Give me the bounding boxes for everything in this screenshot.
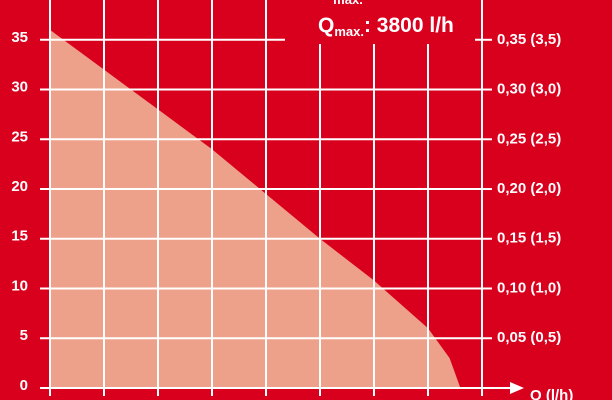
y2-tick-label: 0,10 (1,0): [497, 279, 561, 296]
title-text: : 3800 l/h: [364, 14, 454, 37]
title-symbol: H: [318, 0, 333, 5]
title-line: Qmax.: 3800 l/h: [318, 14, 454, 40]
y-tick-label: 15: [11, 228, 28, 245]
title-line: Hmax.: 36 m: [318, 0, 424, 7]
y-tick-label: 25: [11, 128, 28, 145]
title-subscript: max.: [333, 0, 363, 7]
y-tick-label: 30: [11, 79, 28, 96]
title-text: : 36 m: [363, 0, 424, 5]
y-tick-label: 10: [11, 277, 28, 294]
x-axis-label: Q (l/h): [530, 387, 573, 400]
title-box: [285, 0, 475, 44]
y-tick-label: 35: [11, 29, 28, 46]
y-tick-label: 20: [11, 178, 28, 195]
y2-tick-label: 0,30 (3,0): [497, 81, 561, 98]
y2-tick-label: 0,20 (2,0): [497, 180, 561, 197]
y2-tick-label: 0,25 (2,5): [497, 130, 561, 147]
y-tick-label: 5: [20, 327, 28, 344]
y-tick-label: 0: [20, 377, 28, 394]
y2-tick-label: 0,05 (0,5): [497, 329, 561, 346]
area: [50, 29, 461, 388]
arrowhead: [510, 382, 524, 394]
y2-tick-label: 0,35 (3,5): [497, 31, 561, 48]
y2-tick-label: 0,15 (1,5): [497, 230, 561, 247]
title-subscript: max.: [334, 24, 364, 39]
title-symbol: Q: [318, 14, 334, 37]
